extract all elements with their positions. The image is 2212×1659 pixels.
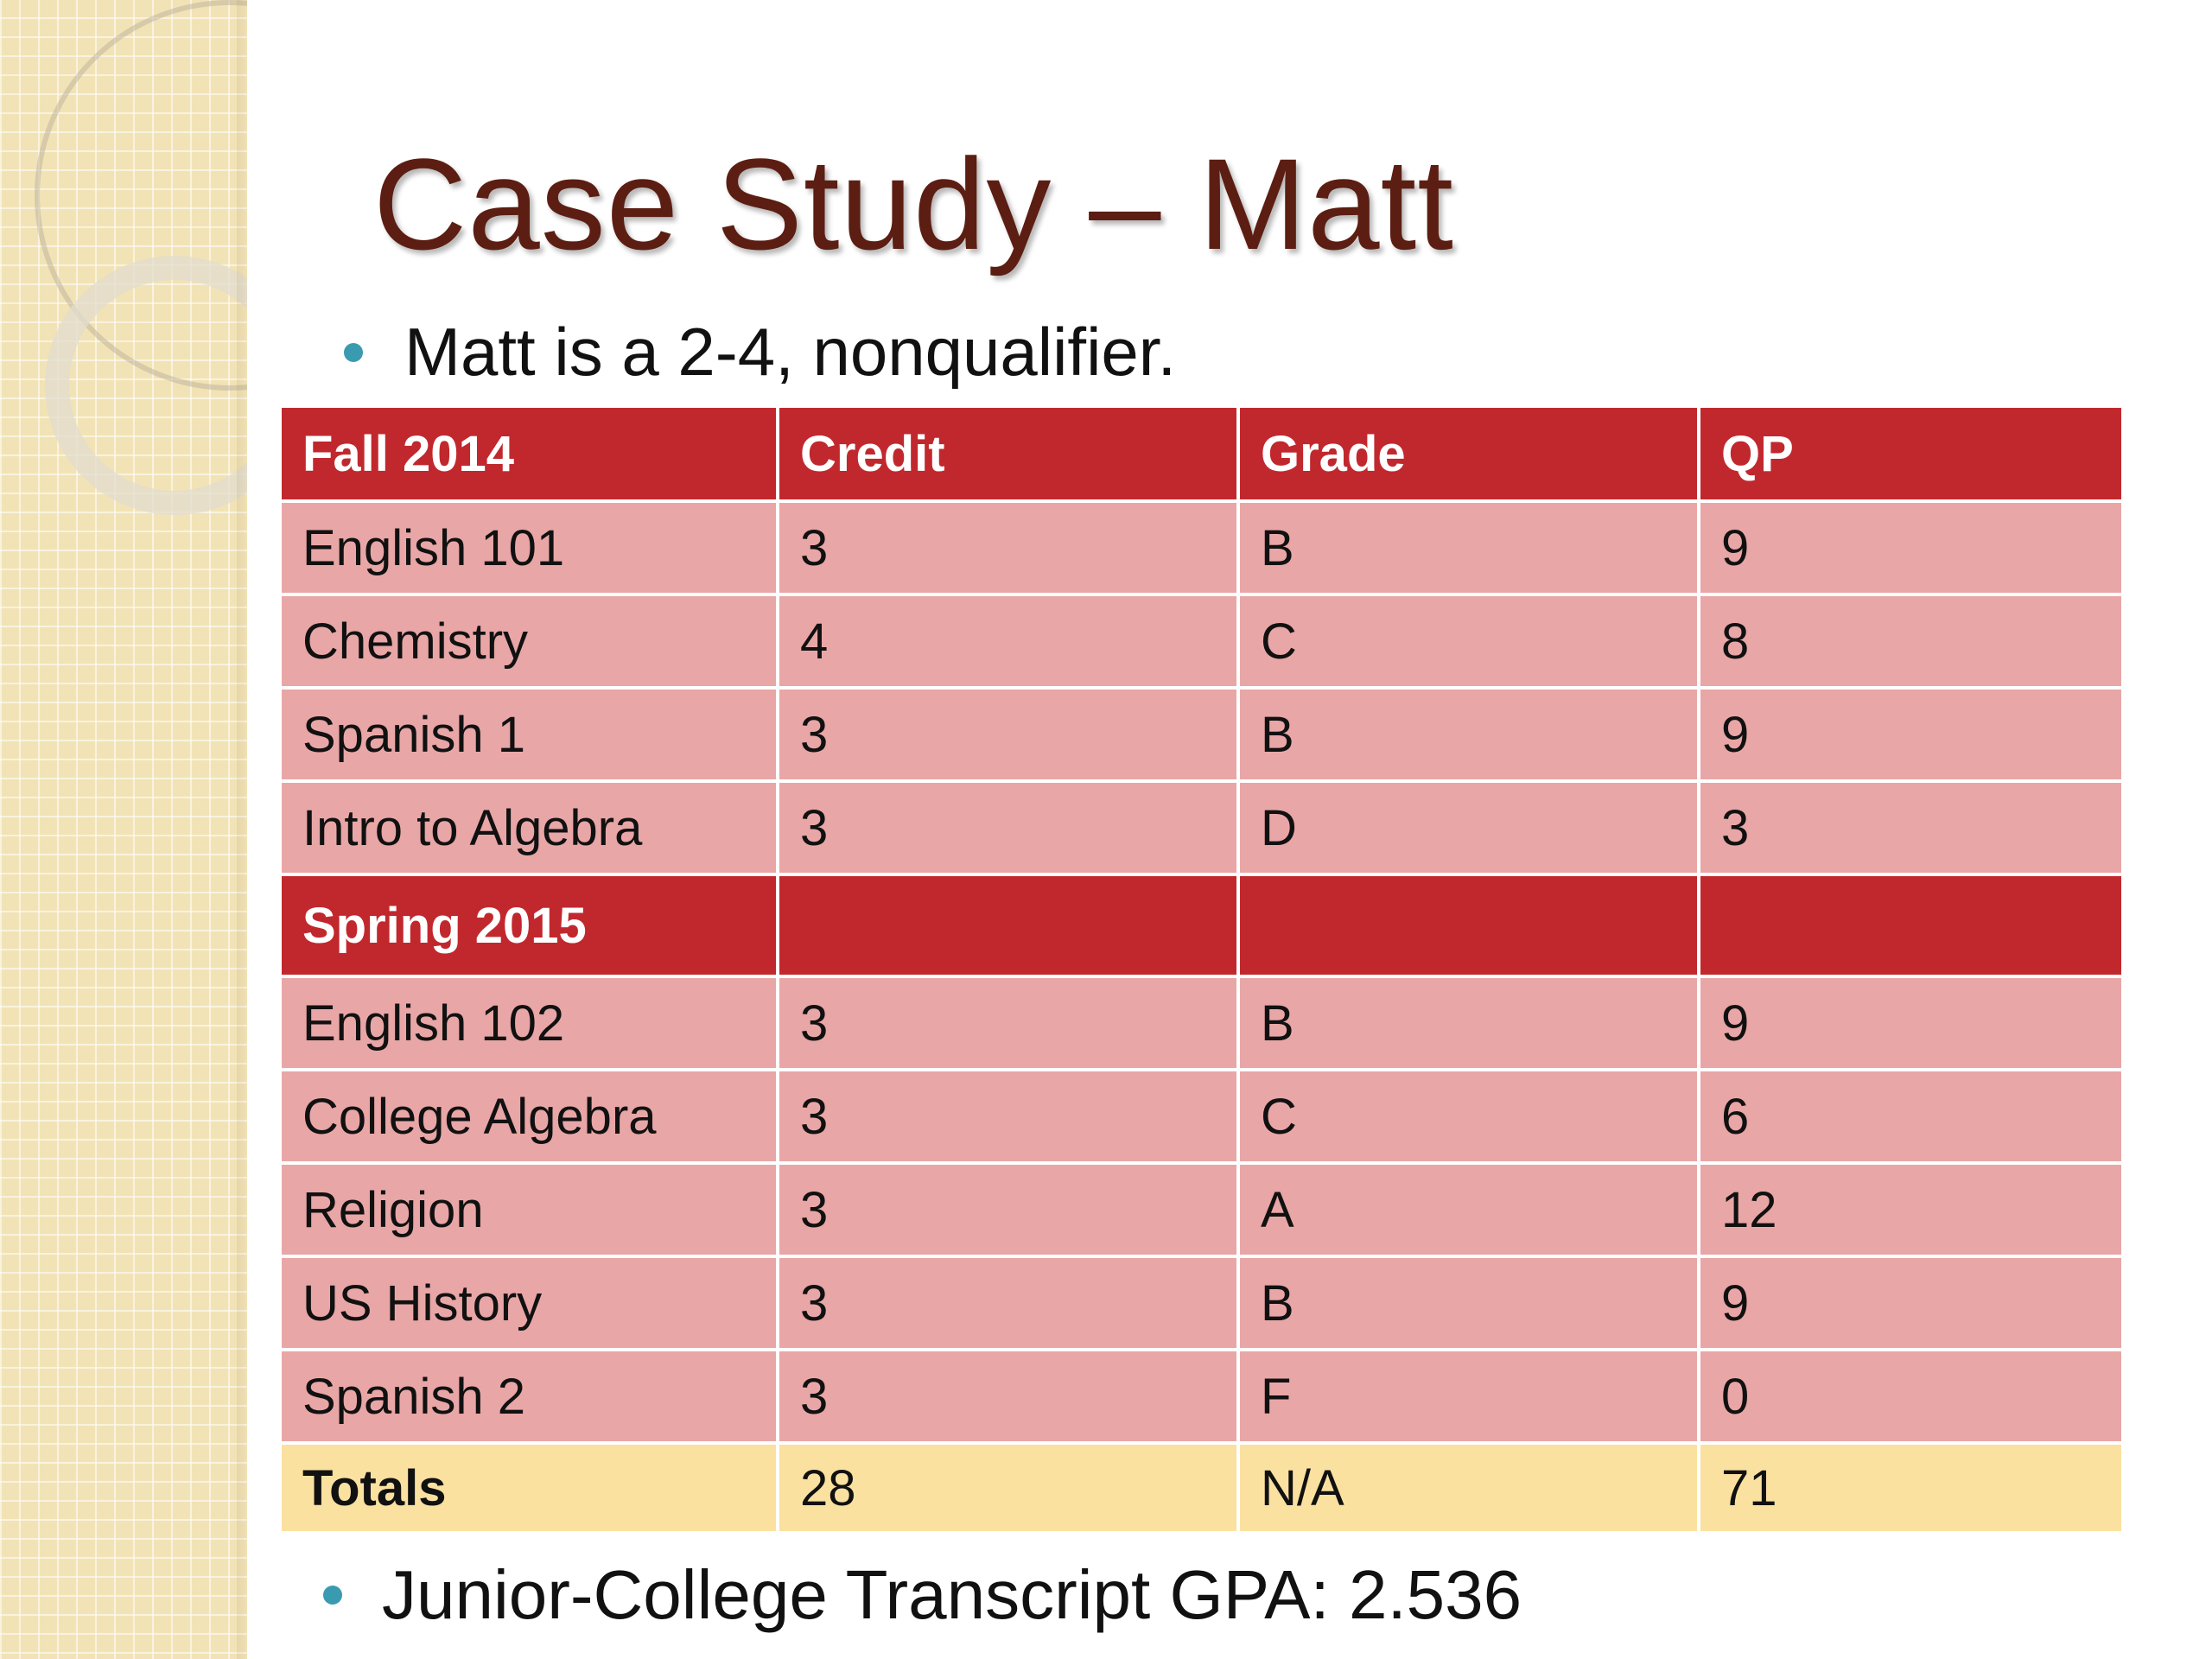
grade-cell: B xyxy=(1236,686,1700,783)
credit-cell: 3 xyxy=(776,975,1240,1071)
credit-cell: 3 xyxy=(776,1068,1240,1165)
table-row: English 102 3 B 9 xyxy=(278,975,2125,1071)
bullet-dot-icon xyxy=(323,1586,342,1605)
table-header-spring: Spring 2015 xyxy=(278,873,2125,978)
qp-cell: 9 xyxy=(1697,499,2125,596)
credit-cell: 4 xyxy=(776,593,1240,690)
decorative-rings xyxy=(0,0,247,605)
header-cell: Credit xyxy=(776,404,1240,503)
grade-cell: D xyxy=(1236,779,1700,876)
table-row: Intro to Algebra 3 D 3 xyxy=(278,779,2125,876)
grade-cell: B xyxy=(1236,975,1700,1071)
grade-cell: B xyxy=(1236,1255,1700,1351)
totals-credit: 28 xyxy=(776,1441,1240,1535)
grade-cell: F xyxy=(1236,1348,1700,1445)
qp-cell: 9 xyxy=(1697,1255,2125,1351)
bullet-item-status: Matt is a 2-4, nonqualifier. xyxy=(344,313,1176,391)
table-row: Religion 3 A 12 xyxy=(278,1161,2125,1258)
bullet-text: Junior-College Transcript GPA: 2.536 xyxy=(382,1556,1522,1633)
course-cell: College Algebra xyxy=(278,1068,779,1165)
header-cell: Fall 2014 xyxy=(278,404,779,503)
credit-cell: 3 xyxy=(776,779,1240,876)
course-cell: Intro to Algebra xyxy=(278,779,779,876)
table-row: Spanish 2 3 F 0 xyxy=(278,1348,2125,1445)
course-cell: English 102 xyxy=(278,975,779,1071)
bullet-dot-icon xyxy=(344,342,363,362)
table-row: English 101 3 B 9 xyxy=(278,499,2125,596)
course-cell: US History xyxy=(278,1255,779,1351)
header-cell xyxy=(776,873,1240,978)
table-totals-row: Totals 28 N/A 71 xyxy=(278,1441,2125,1535)
qp-cell: 0 xyxy=(1697,1348,2125,1445)
table-row: US History 3 B 9 xyxy=(278,1255,2125,1351)
transcript-table: Fall 2014 Credit Grade QP English 101 3 … xyxy=(278,404,2125,1535)
credit-cell: 3 xyxy=(776,499,1240,596)
table-row: College Algebra 3 C 6 xyxy=(278,1068,2125,1165)
grade-cell: C xyxy=(1236,593,1700,690)
qp-cell: 9 xyxy=(1697,975,2125,1071)
table-row: Spanish 1 3 B 9 xyxy=(278,686,2125,783)
sidebar-edge-shadow xyxy=(237,0,247,1659)
qp-cell: 3 xyxy=(1697,779,2125,876)
decorative-sidebar xyxy=(0,0,247,1659)
credit-cell: 3 xyxy=(776,686,1240,783)
bullet-item-gpa: Junior-College Transcript GPA: 2.536 xyxy=(323,1555,1522,1635)
course-cell: Religion xyxy=(278,1161,779,1258)
grade-cell: B xyxy=(1236,499,1700,596)
header-cell: Grade xyxy=(1236,404,1700,503)
totals-grade: N/A xyxy=(1236,1441,1700,1535)
course-cell: Spanish 2 xyxy=(278,1348,779,1445)
header-cell xyxy=(1697,873,2125,978)
credit-cell: 3 xyxy=(776,1255,1240,1351)
slide-title: Case Study – Matt xyxy=(373,131,1454,276)
table-header-fall: Fall 2014 Credit Grade QP xyxy=(278,404,2125,503)
header-cell: Spring 2015 xyxy=(278,873,779,978)
course-cell: Chemistry xyxy=(278,593,779,690)
course-cell: English 101 xyxy=(278,499,779,596)
grade-cell: C xyxy=(1236,1068,1700,1165)
totals-qp: 71 xyxy=(1697,1441,2125,1535)
qp-cell: 6 xyxy=(1697,1068,2125,1165)
credit-cell: 3 xyxy=(776,1348,1240,1445)
qp-cell: 8 xyxy=(1697,593,2125,690)
qp-cell: 12 xyxy=(1697,1161,2125,1258)
course-cell: Spanish 1 xyxy=(278,686,779,783)
totals-label: Totals xyxy=(278,1441,779,1535)
grade-cell: A xyxy=(1236,1161,1700,1258)
credit-cell: 3 xyxy=(776,1161,1240,1258)
bullet-text: Matt is a 2-4, nonqualifier. xyxy=(404,314,1177,390)
qp-cell: 9 xyxy=(1697,686,2125,783)
header-cell: QP xyxy=(1697,404,2125,503)
table-row: Chemistry 4 C 8 xyxy=(278,593,2125,690)
header-cell xyxy=(1236,873,1700,978)
